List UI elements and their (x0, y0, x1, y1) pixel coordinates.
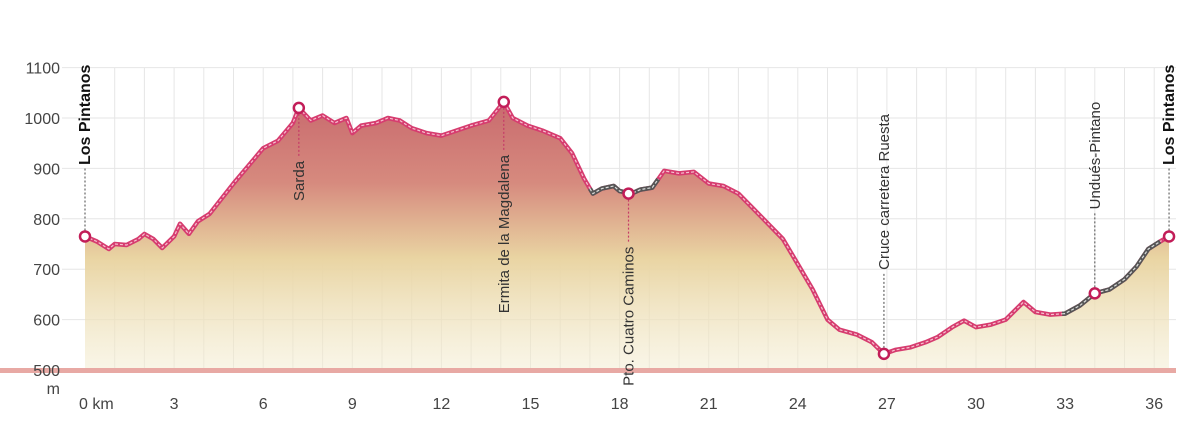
waypoint: Pto. Cuatro Caminos (621, 187, 638, 386)
x-tick-label: 6 (259, 396, 268, 413)
waypoint-label: Los Pintanos (77, 64, 94, 165)
waypoint-marker (78, 230, 92, 243)
waypoint: Cruce carretera Ruesta (876, 113, 893, 361)
y-tick-label: 600 (33, 313, 60, 330)
waypoint-marker (1162, 230, 1176, 243)
waypoint: Sarda (291, 101, 308, 201)
waypoint: Undués-Pintano (1087, 102, 1104, 300)
waypoint-label: Pto. Cuatro Caminos (621, 247, 638, 386)
waypoint-label: Ermita de la Magdalena (496, 154, 513, 313)
y-tick-label: 800 (33, 212, 60, 229)
x-tick-label: 27 (878, 396, 896, 413)
y-tick-label: 1000 (24, 111, 60, 128)
x-tick-label: 21 (700, 396, 718, 413)
x-tick-label: 15 (522, 396, 540, 413)
elevation-area-fill (85, 101, 1169, 371)
waypoint-marker (877, 347, 891, 361)
baseline-band (0, 368, 1176, 373)
y-tick-label: 900 (33, 161, 60, 178)
waypoint-marker (292, 101, 306, 115)
x-tick-label: 36 (1145, 396, 1163, 413)
y-tick-label: 1100 (26, 61, 61, 78)
waypoint: Los Pintanos (77, 64, 94, 243)
waypoints: Los Pintanos Sarda Ermita de la Magdalena P… (77, 64, 1178, 385)
waypoint-marker (497, 95, 511, 109)
x-tick-label: 18 (611, 396, 629, 413)
waypoint: Ermita de la Magdalena (496, 95, 513, 313)
x-tick-label: 9 (348, 396, 357, 413)
waypoint-label: Cruce carretera Ruesta (876, 113, 893, 270)
waypoint-marker (1088, 287, 1102, 300)
x-tick-label: 0 km (79, 396, 114, 413)
track-segment-gray (1061, 239, 1162, 317)
y-tick-label: 500 (33, 363, 60, 380)
waypoint-label: Sarda (291, 160, 308, 201)
elevation-area (0, 101, 1176, 373)
x-tick-label: 33 (1056, 396, 1074, 413)
elevation-line (84, 99, 1171, 357)
waypoint-label: Los Pintanos (1161, 64, 1178, 165)
x-tick-label: 12 (433, 396, 451, 413)
x-tick-label: 24 (789, 396, 807, 413)
y-unit-label: m (47, 381, 60, 398)
track-segment-gray-inner (589, 178, 659, 195)
waypoint: Los Pintanos (1161, 64, 1178, 243)
x-tick-label: 3 (170, 396, 179, 413)
y-tick-label: 700 (33, 262, 60, 279)
x-tick-label: 30 (967, 396, 985, 413)
waypoint-marker (622, 187, 635, 200)
waypoint-label: Undués-Pintano (1087, 102, 1104, 210)
